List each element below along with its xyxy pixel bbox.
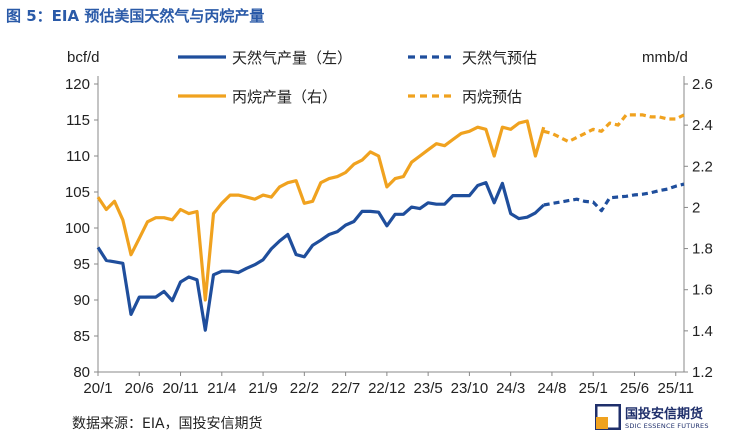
y-tick-label: 100 <box>65 220 90 237</box>
brand-logo: 国投安信期货 SDIC ESSENCE FUTURES <box>595 402 730 436</box>
brand-name-en: SDIC ESSENCE FUTURES <box>625 422 709 430</box>
x-tick-label: 24/3 <box>496 380 525 397</box>
logo-icon <box>595 404 621 430</box>
legend-label-1: 天然气预估 <box>462 49 537 67</box>
y2-tick-label: 1.2 <box>692 364 713 381</box>
y2-tick-label: 2.6 <box>692 76 713 93</box>
x-tick-label: 23/5 <box>414 380 443 397</box>
y2-tick-label: 1.6 <box>692 282 713 299</box>
x-tick-label: 20/11 <box>162 380 198 397</box>
series-line-0 <box>96 181 545 332</box>
y-tick-label: 105 <box>65 184 90 201</box>
y2-tick-label: 1.4 <box>692 323 713 340</box>
series-line-2 <box>96 119 546 302</box>
x-tick-label: 22/12 <box>368 380 406 397</box>
y2-tick-label: 2.2 <box>692 158 713 175</box>
y2-tick-label: 2 <box>692 199 700 216</box>
y-axis-label: bcf/d <box>67 49 100 66</box>
series-line-3 <box>543 113 685 144</box>
brand-name: 国投安信期货 <box>625 407 704 422</box>
y-tick-label: 80 <box>73 364 90 381</box>
y-tick-label: 110 <box>66 148 90 165</box>
axes: 80 85 90 95 100 105 110 115 120 1.2 1.4 1.6 1.8 2 2.2 2… <box>65 49 713 397</box>
y2-tick-label: 2.4 <box>692 117 713 134</box>
x-tick-label: 23/10 <box>451 380 489 397</box>
x-tick-label: 25/1 <box>579 380 608 397</box>
x-tick-label: 24/8 <box>537 380 566 397</box>
y-tick-label: 95 <box>73 256 90 273</box>
source-note: 数据来源：EIA，国投安信期货 <box>72 416 263 432</box>
series-line-1 <box>543 182 685 213</box>
legend-label-3: 丙烷预估 <box>462 88 522 106</box>
y-tick-label: 120 <box>65 76 90 93</box>
legend-label-2: 丙烷产量（右） <box>232 88 337 106</box>
y-tick-label: 85 <box>73 328 90 345</box>
x-tick-label: 22/2 <box>290 380 319 397</box>
y-tick-label: 90 <box>73 292 90 309</box>
x-tick-label: 21/9 <box>248 380 277 397</box>
x-tick-label: 25/6 <box>620 380 649 397</box>
x-tick-label: 22/7 <box>331 380 360 397</box>
figure-title: 图 5：EIA 预估美国天然气与丙烷产量 <box>6 7 265 25</box>
x-tick-label: 21/4 <box>207 380 236 397</box>
x-tick-label: 20/6 <box>125 380 154 397</box>
y2-tick-label: 1.8 <box>692 241 713 258</box>
x-tick-label: 20/1 <box>83 380 112 397</box>
legend-label-0: 天然气产量（左） <box>232 49 352 67</box>
y2-axis-label: mmb/d <box>642 49 688 66</box>
series-lines <box>96 113 685 332</box>
x-tick-label: 25/11 <box>658 380 694 397</box>
y-tick-label: 115 <box>66 112 90 129</box>
